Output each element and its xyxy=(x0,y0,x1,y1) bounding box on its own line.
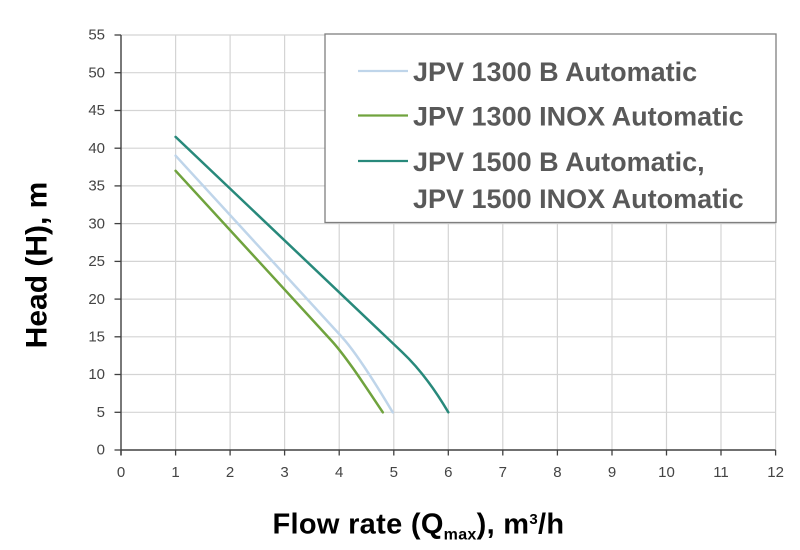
svg-text:35: 35 xyxy=(88,178,105,195)
svg-text:JPV 1500 INOX Automatic: JPV 1500 INOX Automatic xyxy=(413,184,744,214)
svg-text:12: 12 xyxy=(767,464,784,481)
svg-text:15: 15 xyxy=(88,329,105,346)
svg-text:JPV 1300 B Automatic: JPV 1300 B Automatic xyxy=(413,57,697,87)
svg-text:4: 4 xyxy=(335,464,343,481)
svg-text:0: 0 xyxy=(97,442,105,459)
svg-text:6: 6 xyxy=(444,464,452,481)
svg-text:40: 40 xyxy=(88,140,105,157)
svg-text:20: 20 xyxy=(88,291,105,308)
svg-text:1: 1 xyxy=(171,464,179,481)
svg-text:9: 9 xyxy=(608,464,616,481)
svg-text:55: 55 xyxy=(88,27,105,44)
svg-text:45: 45 xyxy=(88,102,105,119)
svg-text:10: 10 xyxy=(88,366,105,383)
svg-text:5: 5 xyxy=(97,404,105,421)
svg-text:0: 0 xyxy=(117,464,125,481)
svg-text:5: 5 xyxy=(390,464,398,481)
svg-text:50: 50 xyxy=(88,64,105,81)
svg-text:10: 10 xyxy=(658,464,675,481)
svg-text:11: 11 xyxy=(713,464,729,481)
svg-text:3: 3 xyxy=(280,464,288,481)
svg-text:25: 25 xyxy=(88,253,105,270)
svg-text:Flow rate (Qmax), m3/h: Flow rate (Qmax), m3/h xyxy=(273,509,565,544)
svg-text:JPV 1500 B Automatic,: JPV 1500 B Automatic, xyxy=(413,147,705,177)
svg-text:8: 8 xyxy=(553,464,561,481)
svg-text:2: 2 xyxy=(226,464,234,481)
svg-text:Head (H), m: Head (H), m xyxy=(21,182,54,349)
svg-text:JPV 1300 INOX Automatic: JPV 1300 INOX Automatic xyxy=(413,101,744,131)
svg-text:30: 30 xyxy=(88,215,105,232)
svg-text:7: 7 xyxy=(499,464,507,481)
